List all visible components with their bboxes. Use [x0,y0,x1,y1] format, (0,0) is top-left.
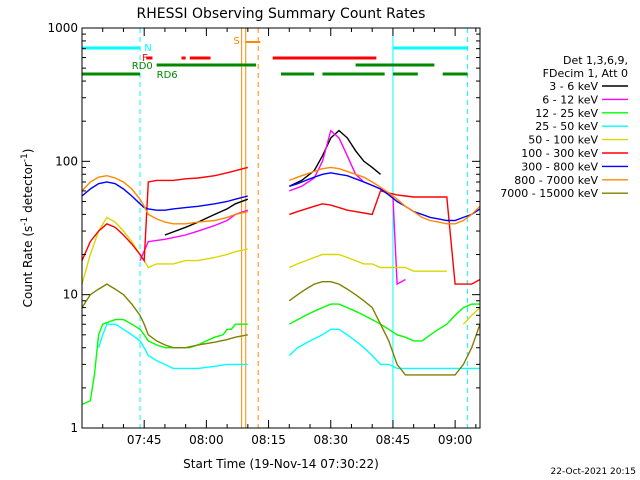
x-tick-label-4: 08:45 [376,433,411,447]
y-label-part1: Count Rate (s [21,226,35,308]
flag-label-rd6: RD6 [157,70,178,81]
y-tick-label-0: 1 [70,421,78,435]
flag-bar-f-1 [181,56,186,60]
series-line-4 [81,216,481,325]
flag-bars: S FN RD0 RD6 [82,36,468,81]
series-line-0 [164,129,381,236]
axis-ticks: 07:45 08:00 08:15 08:30 08:45 09:00 1 10 100 1000 [47,21,480,447]
legend-entry-label-6: 300 - 800 keV [521,160,598,173]
plot-frame [81,27,481,429]
flag-bar-rd6-3 [392,72,418,76]
flag-label-n: N [144,43,151,54]
series-group [81,129,481,406]
flag-bar-f-0 [146,56,153,60]
legend-entry-label-8: 7000 - 15000 keV [500,187,598,200]
legend-entry-label-1: 6 - 12 keV [542,93,598,106]
flag-bar-rd0-1 [355,63,435,67]
y-label-sup1: -1 [20,217,30,226]
legend-entry-label-4: 50 - 100 keV [528,134,598,147]
x-tick-label-2: 08:15 [251,433,286,447]
x-axis-label: Start Time (19-Nov-14 07:30:22) [183,457,379,471]
series-line-5 [81,166,481,285]
series-line-2 [81,303,480,406]
flag-label-f: F [142,53,148,64]
y-axis-label: Count Rate (s-1 detector-1) [20,149,35,308]
series-line-6 [81,172,481,222]
flag-bar-rd0-0 [156,63,257,67]
y-label-part2: detector [21,162,35,217]
flag-bar-s-0 [245,41,261,43]
flag-bar-f-2 [189,56,211,60]
series-line-1 [139,129,406,286]
flag-bar-f-3 [272,56,377,60]
flag-bar-n-0 [82,46,141,50]
legend-entry-label-5: 100 - 300 keV [521,147,598,160]
flag-bar-rd6-2 [322,72,385,76]
grid [139,28,469,428]
y-tick-label-3: 1000 [47,21,78,35]
x-tick-label-1: 08:00 [189,433,224,447]
y-label-end: ) [21,149,35,154]
y-tick-label-1: 10 [63,288,78,302]
flag-label-rd0: RD0 [132,61,153,72]
flag-bar-n-1 [392,46,468,50]
x-tick-label-5: 09:00 [438,433,473,447]
y-label-sup2: -1 [20,153,30,162]
series-line-3 [97,323,480,370]
x-tick-label-3: 08:30 [313,433,348,447]
x-tick-label-0: 07:45 [127,433,162,447]
chart-title: RHESSI Observing Summary Count Rates [137,6,426,22]
legend-entry-label-0: 3 - 6 keV [549,80,598,93]
legend-entry-label-2: 12 - 25 keV [535,107,598,120]
flag-bar-rd6-0 [82,72,141,76]
legend-entry-label-7: 800 - 7000 keV [514,174,598,187]
legend-header-0: Det 1,3,6,9, [563,54,628,67]
series-line-8 [81,281,481,376]
legend-header-1: FDecim 1, Att 0 [543,67,628,80]
flag-bar-rd6-1 [281,72,315,76]
series-line-7 [81,166,481,225]
date-stamp: 22-Oct-2021 20:15 [551,467,636,477]
y-tick-label-2: 100 [55,154,78,168]
flag-bar-rd6-4 [442,72,468,76]
legend-entry-label-3: 25 - 50 keV [535,120,598,133]
flag-label-s: S [233,36,239,47]
